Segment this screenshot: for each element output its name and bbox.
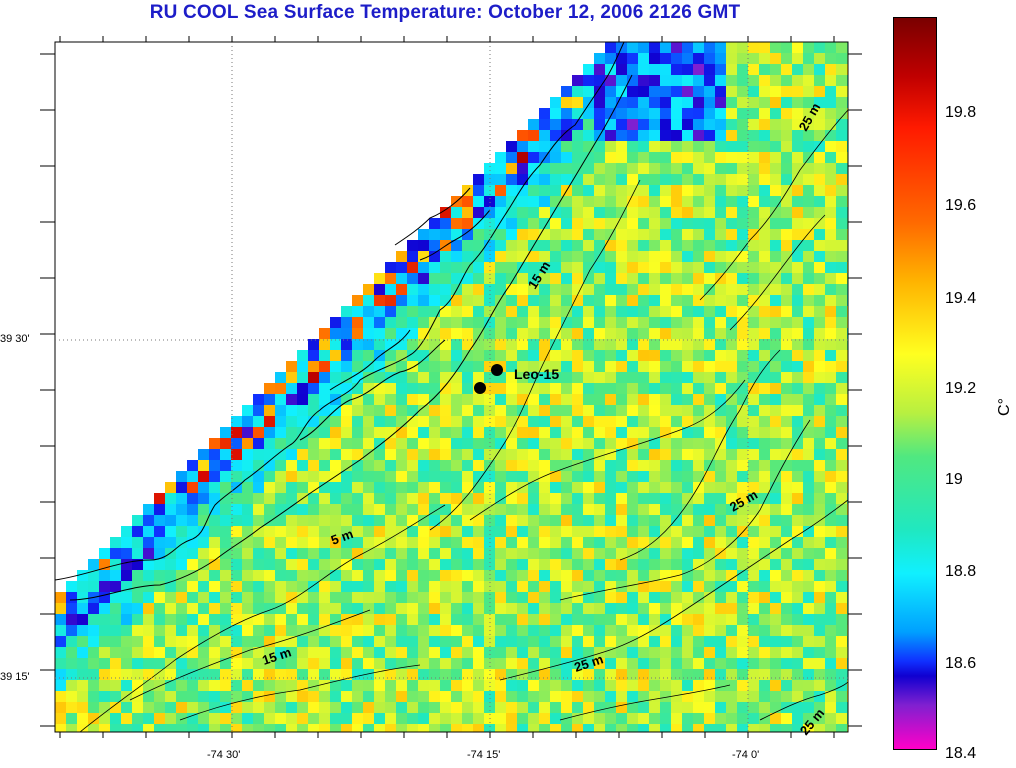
plot-frame	[54, 41, 849, 733]
colorbar-unit: C°	[995, 398, 1013, 416]
isobath-label: 5 m	[329, 526, 355, 548]
x-axis-label: -74 30'	[207, 749, 241, 761]
colorbar-tick: 18.8	[945, 563, 977, 580]
x-axis-label: -74 0'	[732, 749, 760, 761]
temperature-colorbar	[893, 17, 937, 750]
colorbar-tick: 19.2	[945, 380, 977, 397]
isobaths	[79, 109, 848, 732]
x-axis-label: -74 15'	[467, 749, 501, 761]
graticule	[55, 42, 848, 732]
colorbar-tick: 18.4	[945, 745, 977, 762]
axis-ticks	[40, 36, 862, 738]
station-marker-leo15[interactable]	[491, 364, 503, 376]
sst-map: Leo-15 25 m 15 m 5 m 25 m 15 m 25 m 25 m	[40, 36, 862, 738]
y-axis-label: 39 30'	[0, 333, 30, 345]
colorbar-tick: 19.4	[945, 290, 977, 307]
colorbar-tick: 19	[945, 471, 963, 488]
coastline	[55, 42, 633, 601]
station-marker-2[interactable]	[474, 382, 486, 394]
colorbar-tick: 19.6	[945, 197, 977, 214]
sst-pixel-grid	[55, 42, 848, 732]
colorbar-tick: 19.8	[945, 104, 977, 121]
y-axis-label: 39 15'	[0, 671, 30, 683]
map-title: RU COOL Sea Surface Temperature: October…	[149, 2, 741, 23]
colorbar-tick: 18.6	[945, 655, 977, 672]
station-label: Leo-15	[514, 366, 559, 382]
